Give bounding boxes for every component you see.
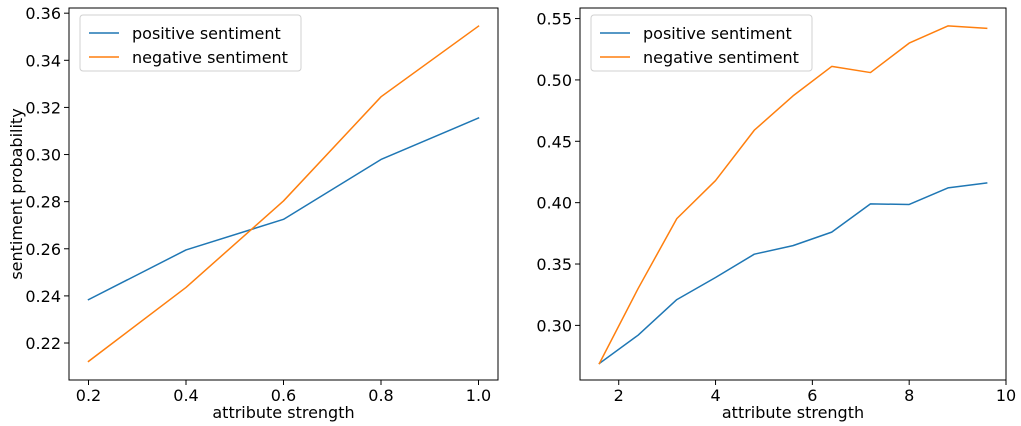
y-tick-label: 0.36 [25,4,61,23]
x-tick-label: 2 [614,386,624,405]
legend-label: positive sentiment [643,24,792,43]
y-tick-label: 0.24 [25,287,61,306]
y-tick-label: 0.30 [25,146,61,165]
x-tick-label: 6 [807,386,817,405]
series-line-positive [87,117,480,301]
x-tick-label: 8 [904,386,914,405]
x-axis-label: attribute strength [722,403,864,422]
legend-label: positive sentiment [132,24,281,43]
y-tick-label: 0.40 [536,194,572,213]
y-tick-label: 0.32 [25,98,61,117]
legend-box [79,14,302,72]
legend-label: negative sentiment [643,48,799,67]
x-tick-label: 0.4 [173,386,198,405]
y-tick-label: 0.45 [536,132,572,151]
y-tick-label: 0.22 [25,334,61,353]
series-line-negative [87,25,480,363]
x-tick-label: 10 [996,386,1016,405]
x-tick-label: 0.6 [271,386,296,405]
y-tick-label: 0.26 [25,240,61,259]
chart-panel-2: 2 4 6 8 10 0.30 0.35 0.40 0.45 0.50 0.55 attribute … [536,7,1016,422]
x-tick-label: 0.2 [76,386,101,405]
y-tick-label: 0.34 [25,51,61,70]
y-axis-label: sentiment probability [7,108,26,279]
x-tick-label: 4 [710,386,720,405]
y-tick-label: 0.35 [536,255,572,274]
legend-box [590,14,813,72]
y-tick-label: 0.30 [536,316,572,335]
series-line-negative [598,25,988,365]
x-tick-label: 1.0 [466,386,491,405]
y-tick-label: 0.28 [25,193,61,212]
y-tick-label: 0.55 [536,10,572,29]
y-tick-label: 0.50 [536,71,572,90]
legend-label: negative sentiment [132,48,288,67]
series-line-positive [598,182,988,365]
x-tick-label: 0.8 [368,386,393,405]
chart-panel-1: 0.2 0.4 0.6 0.8 1.0 0.22 0.24 0.26 0.28 0.30 0.32 0… [7,4,499,422]
x-axis-label: attribute strength [212,403,354,422]
plot-area-frame [579,7,1007,381]
